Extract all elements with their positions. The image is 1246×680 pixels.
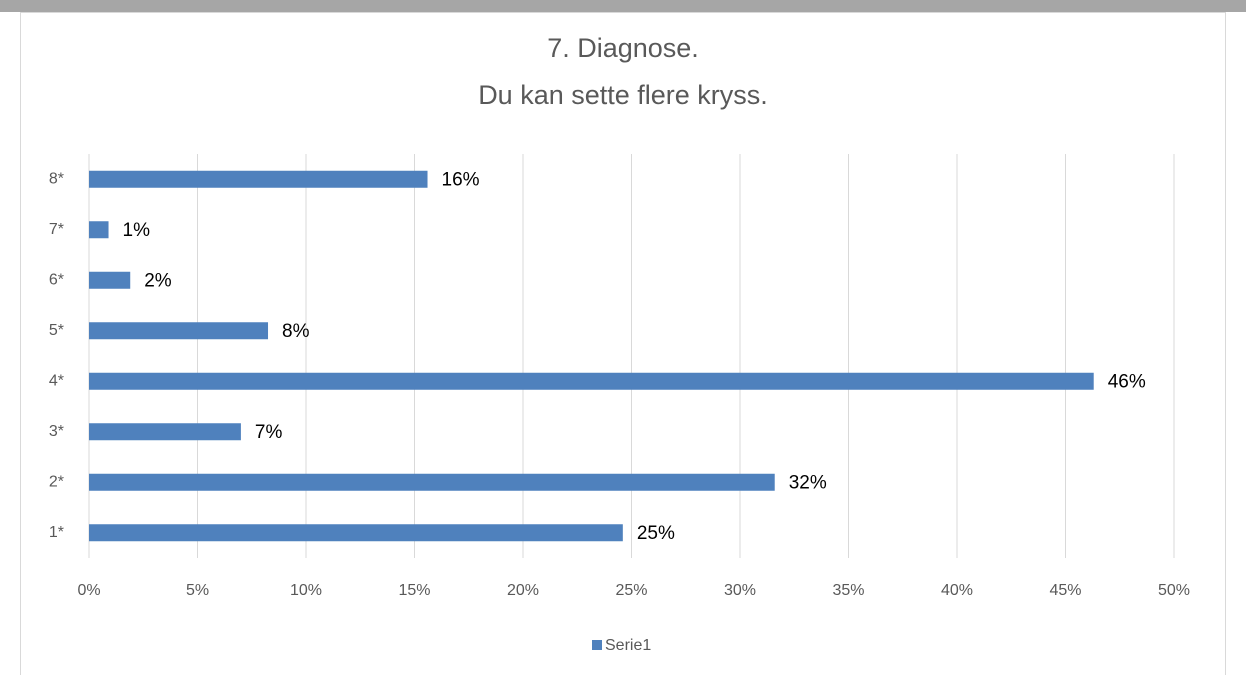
bar: [89, 372, 1094, 390]
x-tick-label: 40%: [941, 582, 973, 599]
bar: [89, 271, 131, 289]
data-label: 46%: [1108, 371, 1146, 392]
y-tick-label: 7*: [49, 221, 64, 238]
y-tick-label: 6*: [49, 271, 64, 288]
x-tick-label: 15%: [398, 582, 430, 599]
y-tick-label: 3*: [49, 423, 64, 440]
bar: [89, 524, 623, 542]
bar: [89, 423, 241, 441]
x-tick-label: 20%: [507, 582, 539, 599]
data-label: 2%: [144, 270, 172, 291]
data-label: 1%: [123, 220, 151, 241]
x-tick-label: 25%: [615, 582, 647, 599]
x-tick-label: 50%: [1158, 582, 1190, 599]
top-bar: [0, 0, 1246, 12]
bar: [89, 322, 269, 340]
chart-subtitle: Du kan sette flere kryss.: [478, 80, 768, 110]
legend-swatch: [592, 640, 602, 650]
x-tick-label: 0%: [77, 582, 100, 599]
chart-title: 7. Diagnose.: [547, 33, 699, 63]
x-tick-label: 35%: [832, 582, 864, 599]
data-label: 25%: [637, 523, 675, 544]
x-tick-label: 5%: [186, 582, 209, 599]
y-tick-label: 1*: [49, 524, 64, 541]
y-tick-label: 2*: [49, 473, 64, 490]
bar: [89, 473, 775, 491]
y-tick-label: 8*: [49, 170, 64, 187]
data-label: 32%: [789, 472, 827, 493]
x-tick-label: 10%: [290, 582, 322, 599]
y-tick-label: 5*: [49, 322, 64, 339]
bar: [89, 221, 109, 239]
data-label: 16%: [442, 169, 480, 190]
legend-label: Serie1: [605, 637, 651, 654]
bar: [89, 170, 428, 188]
data-label: 7%: [255, 422, 283, 443]
x-tick-label: 45%: [1049, 582, 1081, 599]
y-tick-label: 4*: [49, 372, 64, 389]
data-label: 8%: [282, 321, 310, 342]
chart-frame: [20, 12, 1226, 680]
x-tick-label: 30%: [724, 582, 756, 599]
